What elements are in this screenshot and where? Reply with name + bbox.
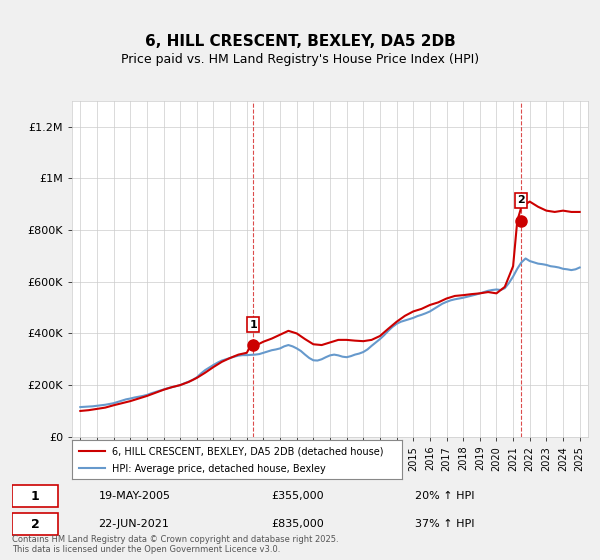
Text: 19-MAY-2005: 19-MAY-2005	[98, 491, 170, 501]
Text: Contains HM Land Registry data © Crown copyright and database right 2025.
This d: Contains HM Land Registry data © Crown c…	[12, 535, 338, 554]
Text: 6, HILL CRESCENT, BEXLEY, DA5 2DB: 6, HILL CRESCENT, BEXLEY, DA5 2DB	[145, 34, 455, 49]
Text: £835,000: £835,000	[271, 519, 324, 529]
Text: 1: 1	[249, 320, 257, 329]
FancyBboxPatch shape	[12, 485, 58, 507]
Text: 6, HILL CRESCENT, BEXLEY, DA5 2DB (detached house): 6, HILL CRESCENT, BEXLEY, DA5 2DB (detac…	[112, 446, 383, 456]
Text: 20% ↑ HPI: 20% ↑ HPI	[415, 491, 475, 501]
Text: 37% ↑ HPI: 37% ↑ HPI	[415, 519, 475, 529]
Text: 1: 1	[31, 489, 40, 503]
Text: HPI: Average price, detached house, Bexley: HPI: Average price, detached house, Bexl…	[112, 464, 325, 474]
FancyBboxPatch shape	[12, 513, 58, 535]
Text: £355,000: £355,000	[271, 491, 324, 501]
Text: 2: 2	[31, 517, 40, 531]
Text: 2: 2	[517, 195, 525, 206]
Text: 22-JUN-2021: 22-JUN-2021	[98, 519, 169, 529]
Text: Price paid vs. HM Land Registry's House Price Index (HPI): Price paid vs. HM Land Registry's House …	[121, 53, 479, 66]
